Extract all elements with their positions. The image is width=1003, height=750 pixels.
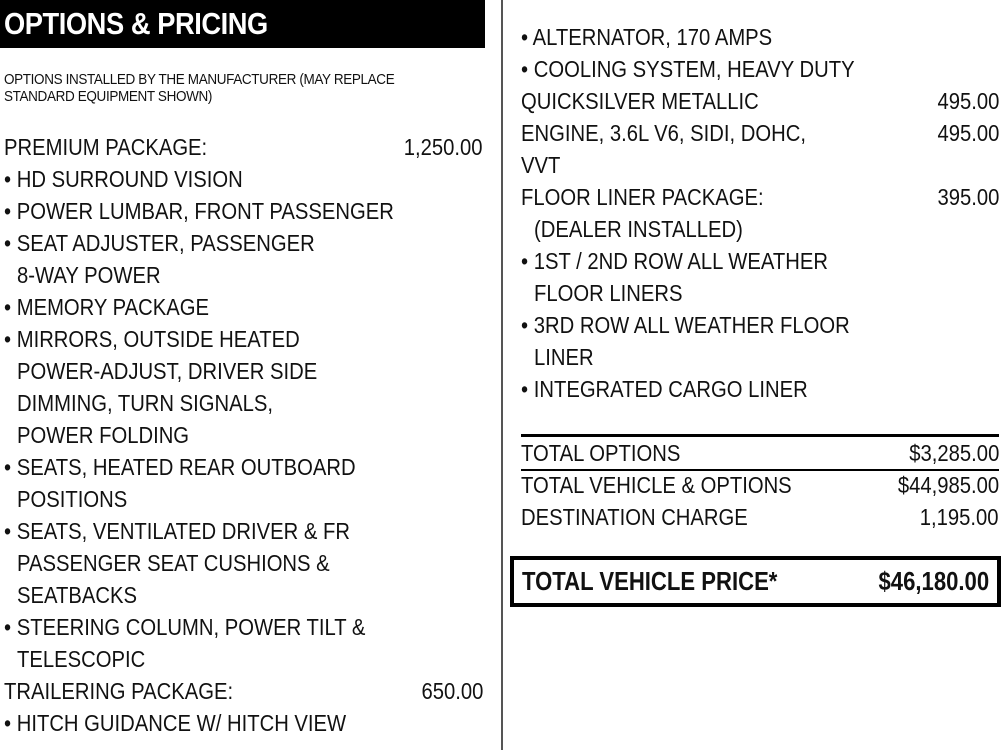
option-line: 8-WAY POWER bbox=[17, 259, 483, 291]
option-text: DIMMING, TURN SIGNALS, bbox=[17, 390, 274, 416]
option-text: FLOOR LINERS bbox=[534, 280, 683, 306]
option-package-row: QUICKSILVER METALLIC 495.00 bbox=[521, 85, 999, 117]
option-line: PASSENGER SEAT CUSHIONS & bbox=[17, 547, 483, 579]
option-line: VVT bbox=[521, 149, 999, 181]
option-line: • MEMORY PACKAGE bbox=[4, 291, 483, 323]
option-line: • HD SURROUND VISION bbox=[4, 163, 483, 195]
option-line: • MIRRORS, OUTSIDE HEATED bbox=[4, 323, 483, 355]
total-row: TOTAL VEHICLE & OPTIONS $44,985.00 bbox=[521, 469, 999, 501]
option-text: SEATBACKS bbox=[17, 582, 137, 608]
option-text: • INTEGRATED CARGO LINER bbox=[521, 376, 808, 402]
total-row: TOTAL OPTIONS $3,285.00 bbox=[521, 437, 999, 469]
option-text: • HITCH GUIDANCE W/ HITCH VIEW bbox=[4, 710, 347, 736]
option-line: • ALTERNATOR, 170 AMPS bbox=[521, 21, 999, 53]
option-line: POSITIONS bbox=[17, 483, 483, 515]
subtitle-line: OPTIONS INSTALLED BY THE MANUFACTURER (M… bbox=[4, 71, 395, 88]
option-line: SEATBACKS bbox=[17, 579, 483, 611]
option-line: • 1ST / 2ND ROW ALL WEATHER bbox=[521, 245, 999, 277]
option-line: • INTEGRATED CARGO LINER bbox=[521, 373, 999, 405]
total-vehicle-price-box: TOTAL VEHICLE PRICE* $46,180.00 bbox=[510, 556, 1001, 607]
column-divider bbox=[501, 0, 503, 750]
option-price: 495.00 bbox=[937, 88, 999, 114]
option-line: • SEAT ADJUSTER, PASSENGER bbox=[4, 227, 483, 259]
option-text: POSITIONS bbox=[17, 486, 128, 512]
subtitle-line: STANDARD EQUIPMENT SHOWN) bbox=[4, 88, 213, 105]
option-text: TRAILERING PACKAGE: bbox=[4, 678, 234, 704]
option-text: (DEALER INSTALLED) bbox=[534, 216, 743, 242]
option-text: • MEMORY PACKAGE bbox=[4, 294, 210, 320]
section-subtitle: OPTIONS INSTALLED BY THE MANUFACTURER (M… bbox=[4, 71, 438, 105]
total-value: 1,195.00 bbox=[920, 504, 999, 530]
option-price: 1,250.00 bbox=[404, 134, 483, 160]
option-price: 495.00 bbox=[937, 120, 999, 146]
option-line: • SEATS, VENTILATED DRIVER & FR bbox=[4, 515, 483, 547]
option-text: • SEATS, HEATED REAR OUTBOARD bbox=[4, 454, 356, 480]
option-text: • SEAT ADJUSTER, PASSENGER bbox=[4, 230, 315, 256]
option-text: • 1ST / 2ND ROW ALL WEATHER bbox=[521, 248, 829, 274]
option-package-row: TRAILERING PACKAGE: 650.00 bbox=[4, 675, 483, 707]
total-row: DESTINATION CHARGE 1,195.00 bbox=[521, 501, 999, 533]
option-text: FLOOR LINER PACKAGE: bbox=[521, 184, 764, 210]
total-label: DESTINATION CHARGE bbox=[521, 504, 748, 530]
option-line: POWER FOLDING bbox=[17, 419, 483, 451]
option-text: PASSENGER SEAT CUSHIONS & bbox=[17, 550, 330, 576]
option-text: • HD SURROUND VISION bbox=[4, 166, 243, 192]
option-text: TELESCOPIC bbox=[17, 646, 146, 672]
option-line: • STEERING COLUMN, POWER TILT & bbox=[4, 611, 483, 643]
option-package-row: ENGINE, 3.6L V6, SIDI, DOHC, 495.00 bbox=[521, 117, 999, 149]
total-vehicle-price-label: TOTAL VEHICLE PRICE* bbox=[522, 566, 778, 596]
option-price: 650.00 bbox=[421, 678, 483, 704]
section-title: OPTIONS & PRICING bbox=[4, 6, 268, 41]
option-text: • SEATS, VENTILATED DRIVER & FR bbox=[4, 518, 350, 544]
option-line: (DEALER INSTALLED) bbox=[534, 213, 999, 245]
option-text: 8-WAY POWER bbox=[17, 262, 161, 288]
option-text: • ALTERNATOR, 170 AMPS bbox=[521, 24, 773, 50]
option-line: DIMMING, TURN SIGNALS, bbox=[17, 387, 483, 419]
option-text: • 3RD ROW ALL WEATHER FLOOR bbox=[521, 312, 850, 338]
option-text: • MIRRORS, OUTSIDE HEATED bbox=[4, 326, 300, 352]
option-line: • POWER LUMBAR, FRONT PASSENGER bbox=[4, 195, 483, 227]
option-text: • COOLING SYSTEM, HEAVY DUTY bbox=[521, 56, 855, 82]
option-text: ENGINE, 3.6L V6, SIDI, DOHC, bbox=[521, 120, 806, 146]
total-label: TOTAL OPTIONS bbox=[521, 440, 681, 466]
option-line: • SEATS, HEATED REAR OUTBOARD bbox=[4, 451, 483, 483]
option-price: 395.00 bbox=[937, 184, 999, 210]
option-text: POWER-ADJUST, DRIVER SIDE bbox=[17, 358, 318, 384]
section-header: OPTIONS & PRICING bbox=[0, 0, 485, 48]
total-value: $44,985.00 bbox=[897, 472, 999, 498]
option-line: POWER-ADJUST, DRIVER SIDE bbox=[17, 355, 483, 387]
totals-rule bbox=[521, 469, 999, 471]
option-package-row: FLOOR LINER PACKAGE: 395.00 bbox=[521, 181, 999, 213]
option-text: VVT bbox=[521, 152, 561, 178]
option-package-row: PREMIUM PACKAGE: 1,250.00 bbox=[4, 131, 483, 163]
total-value: $3,285.00 bbox=[908, 440, 999, 466]
option-line: TELESCOPIC bbox=[17, 643, 483, 675]
option-text: LINER bbox=[534, 344, 594, 370]
total-label: TOTAL VEHICLE & OPTIONS bbox=[521, 472, 792, 498]
option-text: PREMIUM PACKAGE: bbox=[4, 134, 208, 160]
option-line: • COOLING SYSTEM, HEAVY DUTY bbox=[521, 53, 999, 85]
total-vehicle-price-value: $46,180.00 bbox=[878, 566, 989, 596]
option-line: • HITCH GUIDANCE W/ HITCH VIEW bbox=[4, 707, 483, 739]
option-text: • STEERING COLUMN, POWER TILT & bbox=[4, 614, 366, 640]
option-line: FLOOR LINERS bbox=[534, 277, 999, 309]
option-line: LINER bbox=[534, 341, 999, 373]
option-text: QUICKSILVER METALLIC bbox=[521, 88, 759, 114]
option-text: • POWER LUMBAR, FRONT PASSENGER bbox=[4, 198, 394, 224]
option-text: POWER FOLDING bbox=[17, 422, 190, 448]
option-line: • 3RD ROW ALL WEATHER FLOOR bbox=[521, 309, 999, 341]
totals-rule bbox=[521, 434, 999, 437]
